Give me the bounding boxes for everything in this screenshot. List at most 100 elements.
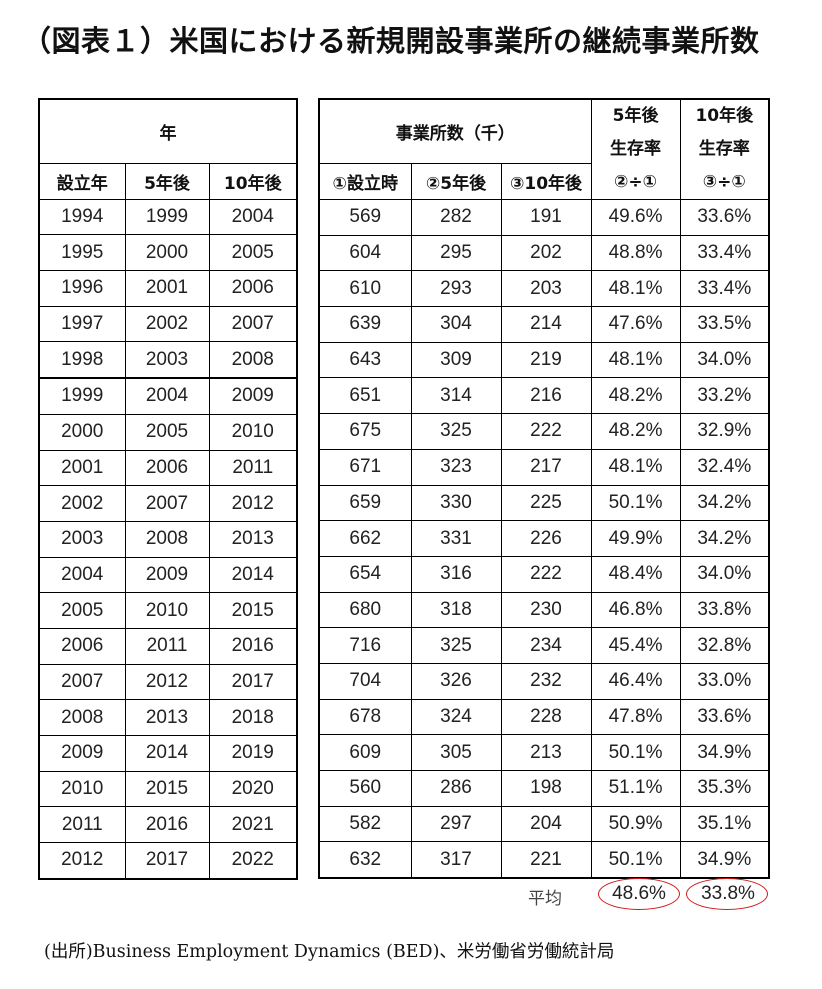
table-cell: 32.8% (679, 627, 770, 664)
highlight-circle-5-year (598, 878, 680, 910)
survival-10-year-header: 10年後 生存率 ③÷① (679, 98, 770, 200)
table-cell: 47.8% (590, 698, 681, 736)
table-cell: 222 (500, 555, 592, 593)
table-cell: 2003 (38, 520, 126, 558)
table-cell: 639 (318, 306, 412, 343)
table-row: 675 325 222 48.2% 32.9% (318, 413, 770, 450)
average-label: 平均 (528, 889, 562, 909)
table-row: 569 282 191 49.6% 33.6% (318, 199, 770, 236)
table-cell: 2001 (124, 270, 210, 307)
table-cell: 331 (410, 520, 502, 557)
table-cell: 50.1% (590, 734, 681, 771)
table-cell: 191 (500, 199, 592, 236)
establishment-table: 事業所数（千） 5年後 生存率 ②÷① 10年後 生存率 ③÷① ①設立時 ②5… (318, 98, 771, 880)
column-header-5-years-later: 5年後 (124, 163, 210, 200)
table-cell: 51.1% (590, 770, 681, 807)
column-header-10-years-later: 10年後 (208, 163, 298, 200)
table-cell: 2012 (124, 663, 210, 701)
survival-5-year-header-line1: 5年後 (612, 106, 659, 126)
table-cell: 582 (318, 805, 412, 843)
table-row: 659 330 225 50.1% 34.2% (318, 484, 770, 522)
table-cell: 33.6% (679, 698, 770, 736)
survival-5-year-header-line2: 生存率 (610, 139, 662, 159)
table-cell: 314 (410, 377, 502, 415)
table-cell: 2008 (38, 699, 126, 736)
table-cell: 295 (410, 234, 502, 272)
table-cell: 2022 (208, 842, 298, 880)
table-cell: 33.2% (679, 377, 770, 415)
table-cell: 2014 (208, 556, 298, 594)
table-cell: 34.9% (679, 841, 770, 879)
table-row: 582 297 204 50.9% 35.1% (318, 805, 770, 843)
table-cell: 2016 (208, 627, 298, 665)
table-cell: 716 (318, 627, 412, 664)
table-cell: 2007 (38, 663, 126, 701)
table-row: 654 316 222 48.4% 34.0% (318, 555, 770, 593)
table-cell: 48.1% (590, 448, 681, 486)
table-row: 2004 2009 2014 (38, 556, 298, 594)
table-row: 1997 2002 2007 (38, 305, 298, 343)
table-cell: 216 (500, 377, 592, 415)
table-cell: 2004 (124, 377, 210, 415)
table-cell: 2011 (124, 627, 210, 665)
table-cell: 604 (318, 234, 412, 272)
table-cell: 1994 (38, 198, 126, 236)
table-cell: 2010 (124, 592, 210, 629)
table-cell: 46.8% (590, 591, 681, 629)
table-row: 560 286 198 51.1% 35.3% (318, 770, 770, 807)
table-cell: 34.0% (679, 555, 770, 593)
table-cell: 2004 (208, 198, 298, 236)
table-cell: 659 (318, 484, 412, 522)
table-cell: 34.9% (679, 734, 770, 771)
table-cell: 2006 (124, 449, 210, 487)
column-header-at-founding: ①設立時 (318, 163, 412, 200)
table-cell: 2004 (38, 556, 126, 594)
table-cell: 293 (410, 270, 502, 308)
survival-5-year-formula: ②÷① (614, 172, 658, 192)
table-cell: 2009 (124, 556, 210, 594)
table-cell: 2016 (124, 806, 210, 844)
table-row: 2011 2016 2021 (38, 806, 298, 844)
table-cell: 221 (500, 841, 592, 879)
table-cell: 1996 (38, 270, 126, 307)
table-cell: 2006 (208, 270, 298, 307)
table-cell: 2008 (208, 341, 298, 380)
table-cell: 2011 (208, 449, 298, 487)
table-cell: 202 (500, 234, 592, 272)
table-cell: 2009 (38, 735, 126, 772)
table-cell: 2012 (208, 485, 298, 522)
table-cell: 2012 (38, 842, 126, 880)
year-group-header: 年 (38, 98, 298, 164)
table-cell: 560 (318, 770, 412, 807)
table-row: 704 326 232 46.4% 33.0% (318, 662, 770, 700)
table-row: 1996 2001 2006 (38, 270, 298, 307)
table-row: 2002 2007 2012 (38, 485, 298, 522)
table-cell: 2007 (124, 485, 210, 522)
table-cell: 662 (318, 520, 412, 557)
table-cell: 34.2% (679, 484, 770, 522)
figure-title: （図表１）米国における新規開設事業所の継続事業所数 (22, 24, 760, 58)
table-cell: 33.4% (679, 270, 770, 308)
table-cell: 282 (410, 199, 502, 236)
table-cell: 46.4% (590, 662, 681, 700)
table-row: 678 324 228 47.8% 33.6% (318, 698, 770, 736)
table-row: 2010 2015 2020 (38, 770, 298, 808)
table-cell: 324 (410, 698, 502, 736)
table-cell: 2002 (124, 305, 210, 343)
table-row: 662 331 226 49.9% 34.2% (318, 520, 770, 557)
table-cell: 2017 (208, 663, 298, 701)
source-note: (出所)Business Employment Dynamics (BED)、米… (44, 942, 615, 962)
table-row: 632 317 221 50.1% 34.9% (318, 841, 770, 879)
table-cell: 643 (318, 341, 412, 379)
table-cell: 48.1% (590, 341, 681, 379)
table-cell: 1999 (124, 198, 210, 236)
table-cell: 34.2% (679, 520, 770, 557)
table-cell: 326 (410, 662, 502, 700)
table-cell: 610 (318, 270, 412, 308)
table-cell: 2020 (208, 770, 298, 808)
table-cell: 317 (410, 841, 502, 879)
table-cell: 228 (500, 698, 592, 736)
table-cell: 217 (500, 448, 592, 486)
table-cell: 678 (318, 698, 412, 736)
table-cell: 1998 (38, 341, 126, 380)
